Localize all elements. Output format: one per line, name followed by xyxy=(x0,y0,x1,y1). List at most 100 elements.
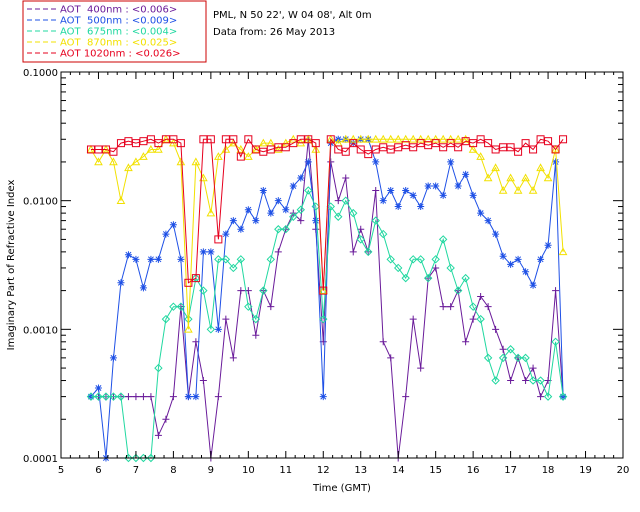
data-point-star xyxy=(237,225,245,233)
data-point-diamond xyxy=(536,376,545,385)
data-point-star xyxy=(267,209,275,217)
data-point-diamond xyxy=(393,263,403,273)
data-point-diamond xyxy=(214,255,223,264)
data-point-triangle xyxy=(408,134,418,143)
data-point-triangle xyxy=(446,134,456,143)
data-point-square xyxy=(326,135,335,144)
data-point-star xyxy=(192,393,200,401)
y-tick-label: 0.0001 xyxy=(23,454,58,465)
data-point-plus xyxy=(552,287,560,295)
data-point-plus xyxy=(507,377,515,385)
data-point-triangle xyxy=(273,144,283,153)
data-point-star xyxy=(222,230,230,238)
legend-label: AOT 870nm : <0.025> xyxy=(60,38,177,49)
data-point-triangle xyxy=(94,157,103,166)
series-line xyxy=(91,189,564,459)
data-point-square xyxy=(521,139,530,148)
data-point-triangle xyxy=(146,144,156,153)
data-point-square xyxy=(364,150,373,159)
data-point-star xyxy=(402,186,410,194)
data-point-diamond xyxy=(551,337,560,347)
data-point-star xyxy=(274,197,282,205)
data-point-diamond xyxy=(349,208,358,218)
data-point-plus xyxy=(334,197,342,205)
data-point-diamond xyxy=(468,302,478,311)
data-point-star xyxy=(312,217,320,225)
data-point-plus xyxy=(379,338,387,346)
data-point-triangle xyxy=(109,157,118,166)
data-point-diamond xyxy=(296,205,305,214)
data-point-square xyxy=(446,139,455,148)
data-point-triangle xyxy=(221,144,231,153)
data-point-plus xyxy=(492,325,500,333)
data-point-triangle xyxy=(521,173,530,182)
data-point-diamond xyxy=(521,353,530,363)
data-point-triangle xyxy=(191,157,201,166)
data-point-square xyxy=(544,137,553,146)
data-point-plus xyxy=(124,393,132,401)
data-point-diamond xyxy=(356,235,365,244)
data-point-star xyxy=(132,255,140,263)
data-point-plus xyxy=(372,186,380,194)
y-tick-label: 0.0010 xyxy=(23,325,58,336)
data-point-triangle xyxy=(453,134,463,143)
data-point-star xyxy=(199,248,207,256)
data-point-square xyxy=(244,135,253,144)
data-point-plus xyxy=(229,354,237,362)
data-point-square xyxy=(109,147,118,156)
data-point-star xyxy=(462,170,470,178)
axes-layer: 5 6 7 8 9 10 11 12 13 14 15 16 17 18 19 20 0.0001 0.0010 0… xyxy=(23,68,629,476)
series-5 xyxy=(86,135,568,295)
y-tick-label: 0.0100 xyxy=(23,197,58,208)
data-point-triangle xyxy=(116,196,126,204)
data-point-star xyxy=(147,255,155,263)
data-point-star xyxy=(417,203,425,211)
data-point-diamond xyxy=(154,363,163,373)
data-point-triangle xyxy=(468,144,478,153)
data-point-square xyxy=(206,135,215,144)
data-point-diamond xyxy=(379,229,388,239)
data-point-triangle xyxy=(551,144,560,153)
data-point-star xyxy=(559,393,567,401)
x-tick-label: 14 xyxy=(392,465,405,476)
data-point-square xyxy=(319,286,328,295)
data-point-triangle xyxy=(154,144,163,153)
data-point-star xyxy=(484,217,492,225)
data-point-triangle xyxy=(431,134,441,143)
data-point-triangle xyxy=(513,185,523,194)
data-point-star xyxy=(169,221,177,229)
x-tick-label: 16 xyxy=(467,465,480,476)
data-point-plus xyxy=(214,393,222,401)
x-tick-label: 7 xyxy=(133,465,139,476)
data-point-star xyxy=(244,206,252,214)
data-point-plus xyxy=(192,338,200,346)
x-tick-label: 20 xyxy=(617,465,630,476)
data-point-star xyxy=(544,241,552,249)
data-point-star xyxy=(507,260,515,268)
data-point-star xyxy=(394,203,402,211)
data-point-diamond xyxy=(109,392,118,401)
x-axis-label: Time (GMT) xyxy=(312,483,371,494)
data-point-diamond xyxy=(259,286,268,295)
data-point-diamond xyxy=(491,376,500,385)
data-point-star xyxy=(289,182,297,190)
data-point-diamond xyxy=(438,235,448,244)
data-point-diamond xyxy=(266,255,276,264)
data-point-diamond xyxy=(304,186,313,195)
data-point-triangle xyxy=(461,134,470,143)
data-point-star xyxy=(124,251,132,259)
data-point-plus xyxy=(432,264,440,272)
data-point-star xyxy=(117,279,125,287)
data-point-triangle xyxy=(341,134,351,143)
data-point-star xyxy=(432,182,440,190)
data-point-triangle xyxy=(543,173,553,182)
data-point-plus xyxy=(169,393,177,401)
data-point-plus xyxy=(529,364,537,372)
data-point-star xyxy=(94,384,102,392)
data-point-star xyxy=(87,393,95,401)
data-point-star xyxy=(522,268,530,276)
data-point-diamond xyxy=(131,453,141,463)
data-point-square xyxy=(281,143,290,152)
data-point-diamond xyxy=(506,345,515,354)
data-point-triangle xyxy=(386,134,396,143)
